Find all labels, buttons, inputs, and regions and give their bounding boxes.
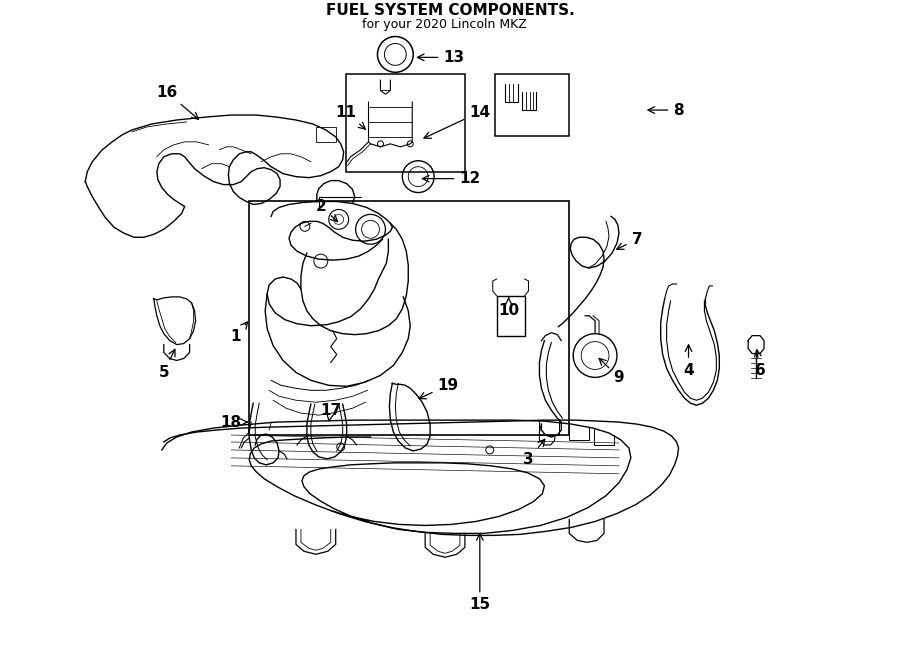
Text: 4: 4 [683, 345, 694, 378]
Text: 15: 15 [469, 533, 491, 613]
Text: FUEL SYSTEM COMPONENTS.: FUEL SYSTEM COMPONENTS. [326, 3, 574, 19]
Bar [495, 74, 570, 136]
Text: 10: 10 [498, 297, 519, 319]
Text: 11: 11 [335, 104, 365, 129]
Bar [249, 202, 570, 435]
Text: 14: 14 [424, 104, 491, 138]
Text: 8: 8 [648, 102, 684, 118]
Bar [497, 296, 525, 336]
Text: 19: 19 [419, 378, 459, 399]
Text: 16: 16 [157, 85, 198, 119]
Text: 13: 13 [418, 50, 464, 65]
Text: 12: 12 [422, 171, 481, 186]
Text: 9: 9 [599, 358, 625, 385]
Text: 7: 7 [616, 232, 642, 249]
Text: 1: 1 [230, 322, 248, 344]
Text: 6: 6 [754, 350, 765, 378]
Text: 2: 2 [315, 199, 338, 221]
Text: for your 2020 Lincoln MKZ: for your 2020 Lincoln MKZ [362, 18, 538, 31]
Bar [316, 127, 336, 142]
Text: 17: 17 [320, 403, 341, 421]
Text: 3: 3 [523, 440, 544, 467]
Text: 5: 5 [158, 350, 175, 380]
Bar [346, 74, 465, 172]
Text: 18: 18 [220, 414, 248, 430]
